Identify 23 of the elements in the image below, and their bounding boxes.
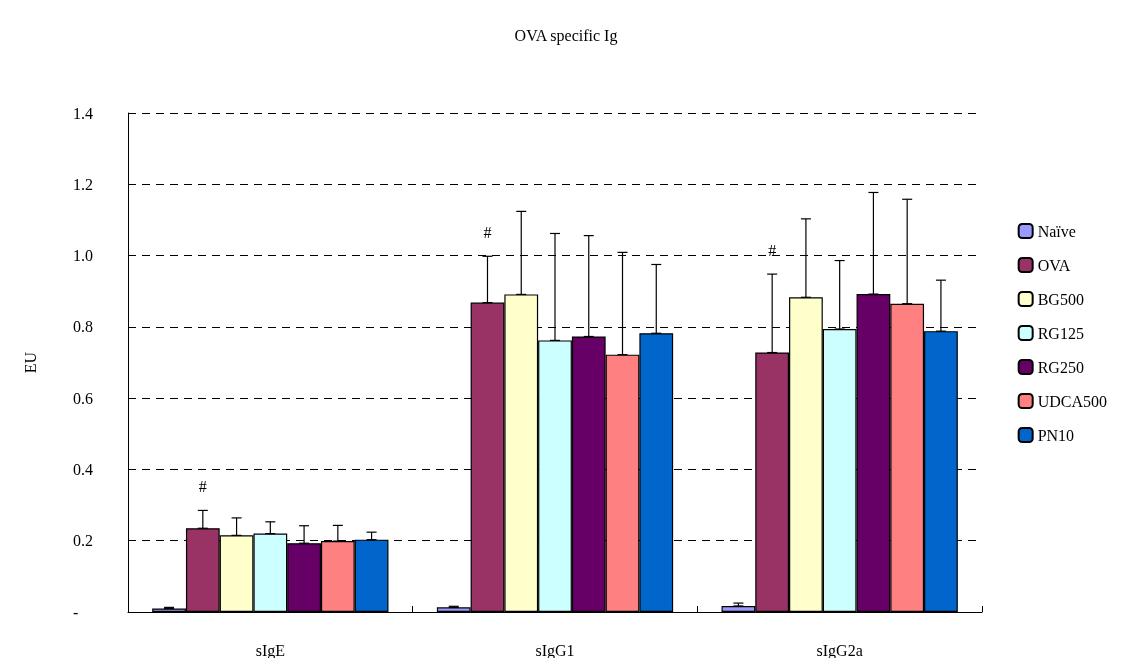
y-tick-label: 0.8 (73, 318, 93, 336)
y-tick-label: 1.2 (73, 175, 93, 193)
annotation: # (483, 223, 492, 241)
y-tick-label: 1.0 (73, 247, 93, 265)
legend-label: RG250 (1037, 358, 1084, 376)
y-axis-title: EU (21, 351, 39, 374)
annotation: # (768, 241, 777, 259)
legend-label: UDCA500 (1037, 392, 1108, 410)
y-tick-label: 0.4 (73, 460, 93, 478)
legend-label: Naïve (1037, 222, 1076, 240)
y-tick-label: 1.4 (73, 104, 93, 122)
x-tick-label: sIgE (255, 641, 285, 660)
y-tick-label: - (73, 603, 79, 621)
legend-label: BG500 (1037, 290, 1084, 308)
annotation: # (198, 477, 207, 495)
legend-label: PN10 (1037, 426, 1075, 444)
x-tick-label: sIgG1 (535, 641, 575, 660)
legend-label: OVA (1037, 256, 1071, 274)
y-tick-label: 0.6 (73, 389, 93, 407)
y-tick-label: 0.2 (73, 532, 93, 550)
chart-title: OVA specific Ig (514, 26, 618, 45)
x-tick-label: sIgG2a (816, 641, 863, 660)
legend-label: RG125 (1037, 324, 1084, 342)
